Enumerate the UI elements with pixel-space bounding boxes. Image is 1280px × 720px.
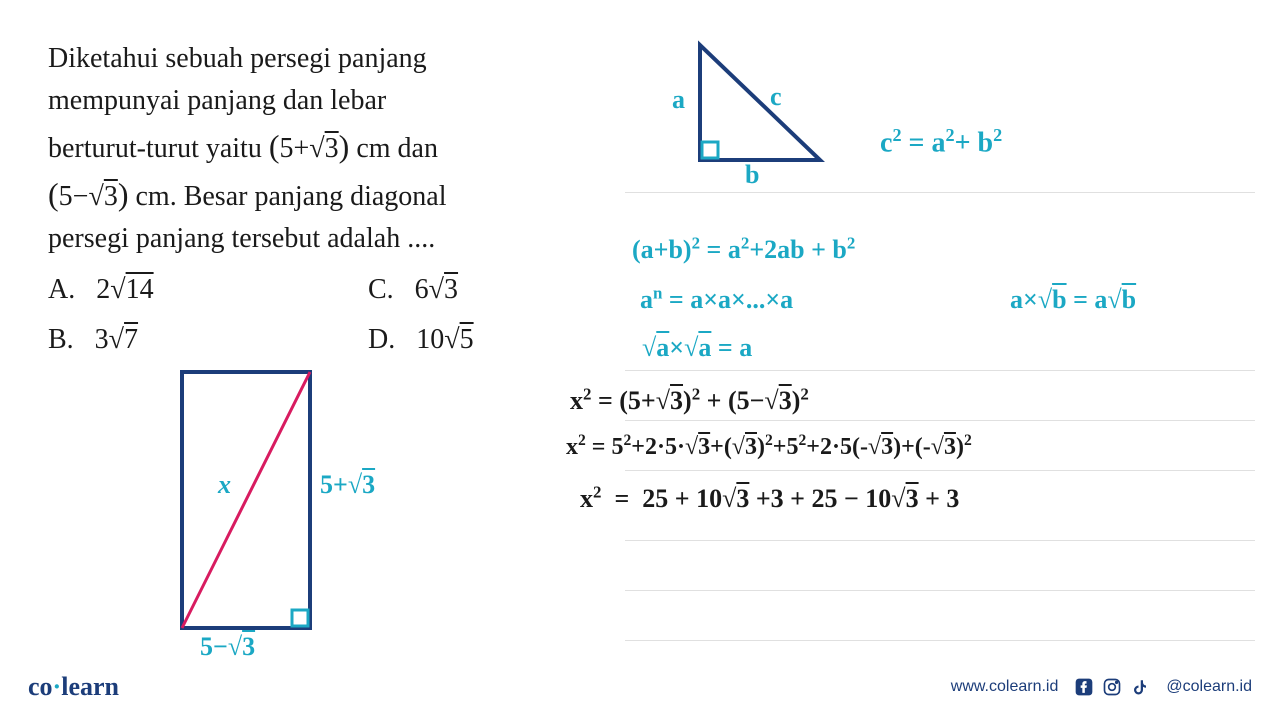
work-step-3: x2 = 25 + 10√3 +3 + 25 − 10√3 + 3 xyxy=(580,478,959,520)
instagram-icon xyxy=(1102,677,1122,697)
footer-handle: @colearn.id xyxy=(1166,678,1252,696)
option-b: B. 3√7 xyxy=(48,315,188,365)
width-label: 5−√3 xyxy=(200,632,255,662)
problem-line: berturut-turut yaitu (5+√3) cm dan xyxy=(48,122,608,170)
facebook-icon xyxy=(1074,677,1094,697)
work-step-2: x2 = 52+2·5·√3+(√3)2+52+2·5(-√3)+(-√3)2 xyxy=(566,428,972,466)
logo-text: learn xyxy=(61,672,119,701)
rule-line xyxy=(625,590,1255,591)
tiktok-icon xyxy=(1130,677,1150,697)
rectangle-svg xyxy=(180,370,340,650)
side-a-label: a xyxy=(672,85,685,115)
length-label: 5+√3 xyxy=(320,470,375,500)
text-span: berturut-turut yaitu xyxy=(48,133,269,164)
power-formula: an = a×a×...×a xyxy=(640,278,793,322)
sqrt-product-formula: a×√b = a√b xyxy=(1010,278,1136,322)
option-c: C. 6√3 xyxy=(368,265,508,315)
diagonal-label: x xyxy=(218,470,231,500)
triangle-svg xyxy=(670,40,830,170)
footer-right: www.colearn.id @colearn.id xyxy=(951,677,1252,697)
text-span: cm dan xyxy=(349,133,438,164)
rectangle-diagram: x 5+√3 5−√3 xyxy=(180,370,340,655)
sqrt-square-formula: √a×√a = a xyxy=(642,326,752,370)
footer-url: www.colearn.id xyxy=(951,678,1059,696)
problem-line: (5−√3) cm. Besar panjang diagonal xyxy=(48,170,608,218)
pythagoras-formula: c2 = a2+ b2 xyxy=(880,125,1002,159)
work-step-1: x2 = (5+√3)2 + (5−√3)2 xyxy=(570,380,809,422)
side-b-label: b xyxy=(745,160,759,190)
rule-line xyxy=(625,540,1255,541)
expansion-formula: (a+b)2 = a2+2ab + b2 xyxy=(632,228,855,272)
option-a: A. 2√14 xyxy=(48,265,188,315)
problem-line: mempunyai panjang dan lebar xyxy=(48,80,608,122)
rule-line xyxy=(625,470,1255,471)
footer: co·learn www.colearn.id @colearn.id xyxy=(0,672,1280,702)
logo-text: co xyxy=(28,672,53,701)
logo: co·learn xyxy=(28,672,119,702)
logo-dot: · xyxy=(53,672,62,701)
text-span: cm. Besar panjang diagonal xyxy=(128,181,446,212)
answer-options: A. 2√14 C. 6√3 B. 3√7 D. 10√5 xyxy=(48,265,508,366)
side-c-label: c xyxy=(770,82,782,112)
option-d: D. 10√5 xyxy=(368,315,508,365)
triangle-diagram: a b c xyxy=(670,40,830,175)
problem-line: Diketahui sebuah persegi panjang xyxy=(48,38,608,80)
problem-statement: Diketahui sebuah persegi panjang mempuny… xyxy=(48,38,608,260)
problem-line: persegi panjang tersebut adalah .... xyxy=(48,218,608,260)
rule-line xyxy=(625,192,1255,193)
social-icons xyxy=(1074,677,1150,697)
rule-line xyxy=(625,640,1255,641)
